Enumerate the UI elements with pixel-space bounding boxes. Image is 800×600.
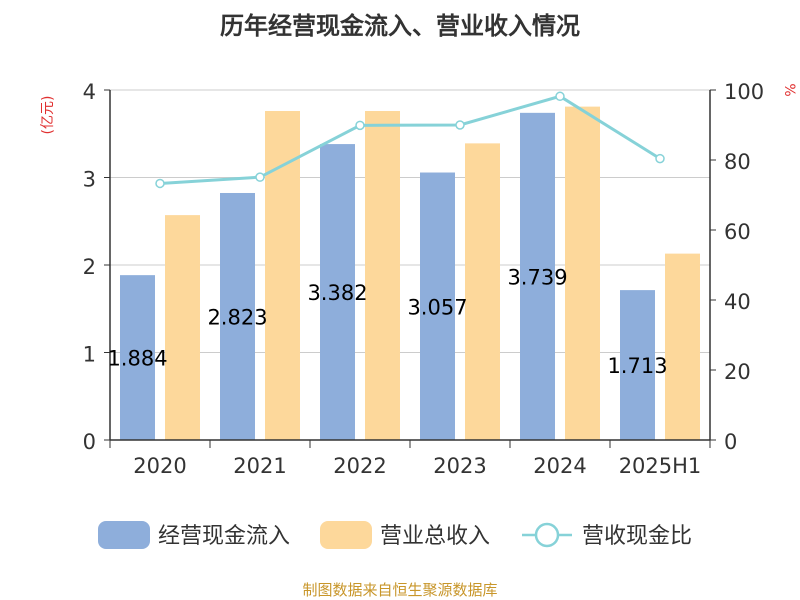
ratio-point xyxy=(655,153,665,164)
legend: 经营现金流入 营业总收入 营收现金比 xyxy=(98,521,692,549)
ratio-point xyxy=(455,120,465,130)
x-tick-label: 2023 xyxy=(433,454,486,478)
right-tick-label: 60 xyxy=(724,220,751,244)
x-tick-label: 2022 xyxy=(333,454,386,478)
legend-label: 经营现金流入 xyxy=(158,524,290,549)
right-tick-label: 100 xyxy=(724,80,764,104)
left-tick-label: 0 xyxy=(83,430,96,454)
right-tick-label: 0 xyxy=(724,430,737,454)
right-tick-label: 80 xyxy=(724,150,751,174)
cash-inflow-value-label: 2.823 xyxy=(207,305,267,329)
ratio-point xyxy=(255,172,265,182)
left-tick-label: 1 xyxy=(83,343,96,367)
ratio-point xyxy=(155,178,165,189)
ratio-point xyxy=(355,120,365,131)
legend-label: 营收现金比 xyxy=(582,524,692,549)
ratio-point xyxy=(555,91,565,102)
cash-inflow-bar xyxy=(120,275,155,440)
revenue-bar xyxy=(165,215,200,440)
cash-inflow-bar xyxy=(320,144,355,440)
left-axis-unit: (亿元) xyxy=(40,96,56,135)
legend-swatch-cash-inflow xyxy=(98,521,150,549)
left-tick-label: 4 xyxy=(83,80,96,104)
x-tick-label: 2020 xyxy=(133,454,186,478)
x-tick-label: 2024 xyxy=(533,454,586,478)
source-note: 制图数据来自恒生聚源数据库 xyxy=(302,581,497,599)
legend-label: 营业总收入 xyxy=(380,524,490,549)
right-axis-unit: % xyxy=(781,83,797,96)
bars xyxy=(120,106,700,441)
cash-inflow-value-label: 3.057 xyxy=(407,295,467,319)
cash-inflow-bar xyxy=(420,172,455,440)
cash-inflow-bar xyxy=(620,290,655,440)
x-tick-label: 2021 xyxy=(233,454,286,478)
x-tick-label: 2025H1 xyxy=(619,454,702,478)
right-tick-label: 20 xyxy=(724,360,751,384)
ratio-line-path xyxy=(159,94,661,185)
cash-inflow-bar xyxy=(520,112,555,441)
revenue-bar xyxy=(465,143,500,440)
right-tick-label: 40 xyxy=(724,290,751,314)
revenue-bar xyxy=(665,253,700,440)
cash-inflow-value-label: 1.713 xyxy=(607,354,667,378)
data-labels: 1.884 2.823 3.382 3.057 3.739 1.713 xyxy=(107,265,667,378)
cash-inflow-value-label: 3.382 xyxy=(307,281,367,305)
chart-title: 历年经营现金流入、营业收入情况 xyxy=(220,12,580,40)
revenue-bar xyxy=(365,111,400,440)
cash-inflow-bar xyxy=(220,192,255,440)
grid xyxy=(110,89,710,353)
legend-swatch-revenue xyxy=(320,521,372,549)
revenue-bar xyxy=(565,106,600,440)
cash-inflow-value-label: 1.884 xyxy=(107,347,167,371)
ratio-line xyxy=(155,91,665,189)
left-tick-label: 2 xyxy=(83,255,96,279)
cash-inflow-value-label: 3.739 xyxy=(507,265,567,289)
legend-swatch-ratio-marker xyxy=(534,522,560,548)
left-tick-label: 3 xyxy=(83,168,96,192)
